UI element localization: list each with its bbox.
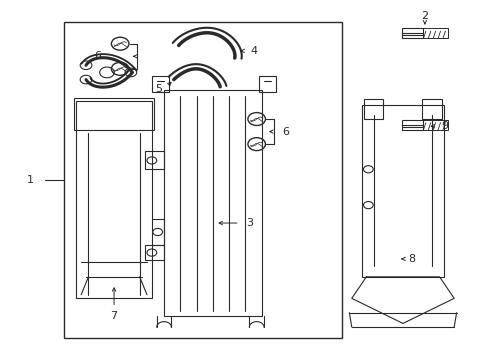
Bar	[144, 152, 163, 170]
Text: 5: 5	[155, 84, 163, 94]
Bar	[401, 28, 423, 39]
Bar	[259, 76, 276, 92]
Bar	[74, 98, 154, 130]
Bar	[361, 105, 444, 277]
Bar	[422, 99, 441, 119]
Bar	[401, 120, 423, 130]
Text: 8: 8	[407, 254, 414, 264]
Text: 3: 3	[245, 218, 252, 228]
Text: 1: 1	[26, 175, 33, 185]
Text: 6: 6	[95, 51, 102, 61]
Bar	[144, 246, 163, 260]
Bar	[363, 99, 383, 119]
Text: 7: 7	[110, 311, 118, 320]
Bar	[64, 22, 341, 338]
Text: 6: 6	[282, 127, 289, 136]
Bar	[152, 76, 168, 92]
Text: 4: 4	[250, 46, 257, 56]
Text: 9: 9	[440, 121, 447, 131]
Bar	[423, 28, 447, 39]
Bar	[76, 101, 152, 298]
Bar	[423, 120, 447, 130]
Text: 2: 2	[421, 11, 427, 21]
Bar	[163, 90, 261, 316]
